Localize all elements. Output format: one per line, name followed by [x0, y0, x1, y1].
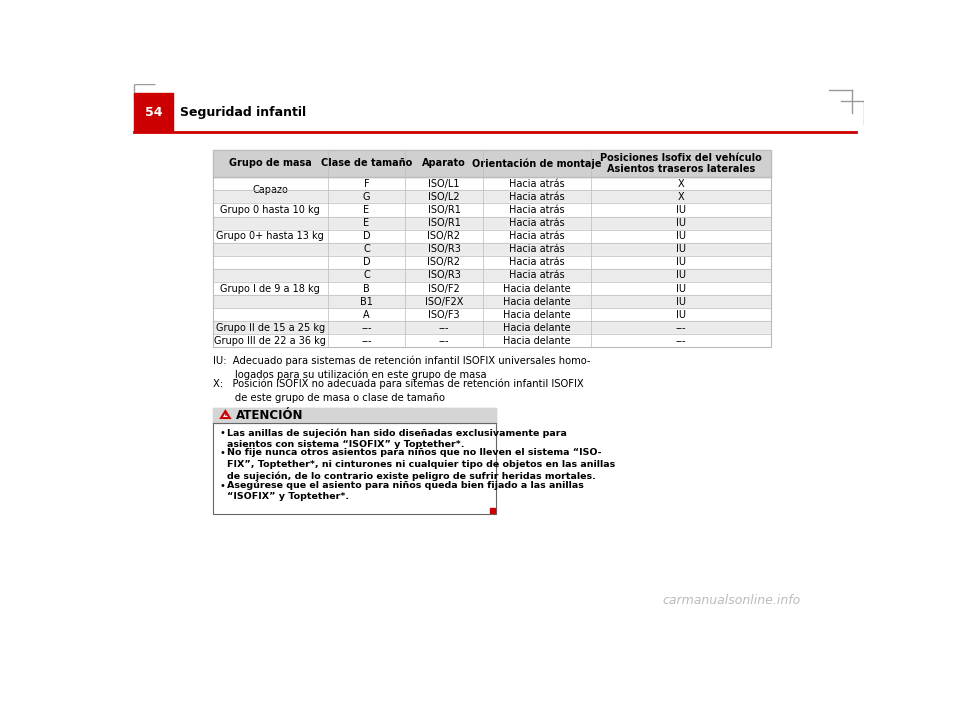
Text: Grupo I de 9 a 18 kg: Grupo I de 9 a 18 kg: [221, 284, 321, 294]
Text: E: E: [364, 205, 370, 215]
Bar: [213, 203, 771, 217]
Bar: [490, 508, 495, 513]
Text: Grupo II de 15 a 25 kg: Grupo II de 15 a 25 kg: [216, 323, 324, 333]
Text: D: D: [363, 257, 371, 267]
Bar: [213, 282, 771, 295]
Text: No fije nunca otros asientos para niños que no lleven el sistema “ISO-
FIX”, Top: No fije nunca otros asientos para niños …: [227, 449, 615, 481]
Text: Hacia atrás: Hacia atrás: [509, 205, 564, 215]
Text: Hacia atrás: Hacia atrás: [509, 179, 564, 189]
Text: Hacia atrás: Hacia atrás: [509, 231, 564, 241]
Text: IU: IU: [676, 284, 686, 294]
Text: Hacia atrás: Hacia atrás: [509, 257, 564, 267]
Text: IU: IU: [676, 257, 686, 267]
Text: B1: B1: [360, 297, 372, 306]
Text: X: X: [678, 179, 684, 189]
Text: Seguridad infantil: Seguridad infantil: [180, 106, 306, 119]
Text: Hacia delante: Hacia delante: [503, 336, 571, 346]
Text: carmanualsonline.info: carmanualsonline.info: [662, 594, 801, 607]
Text: IU: IU: [676, 231, 686, 241]
Text: ISO/R1: ISO/R1: [427, 205, 461, 215]
Bar: [213, 217, 771, 230]
Text: •: •: [219, 449, 225, 458]
Bar: [213, 230, 771, 243]
Text: ---: ---: [439, 336, 449, 346]
Text: X: X: [678, 192, 684, 202]
Text: ISO/R3: ISO/R3: [427, 244, 461, 254]
Text: B: B: [363, 284, 370, 294]
Text: Grupo de masa: Grupo de masa: [229, 158, 312, 168]
Bar: [213, 149, 771, 177]
Text: ---: ---: [361, 336, 372, 346]
Text: IU: IU: [676, 205, 686, 215]
Text: Grupo III de 22 a 36 kg: Grupo III de 22 a 36 kg: [214, 336, 326, 346]
Text: C: C: [363, 271, 370, 280]
Text: Las anillas de sujeción han sido diseñadas exclusivamente para
asientos con sist: Las anillas de sujeción han sido diseñad…: [227, 428, 566, 449]
Text: IU: IU: [676, 271, 686, 280]
Text: 54: 54: [145, 106, 162, 119]
Bar: [213, 407, 496, 423]
Text: Hacia delante: Hacia delante: [503, 284, 571, 294]
Bar: [213, 295, 771, 308]
Text: Clase de tamaño: Clase de tamaño: [321, 158, 412, 168]
Text: ---: ---: [676, 323, 686, 333]
Text: Hacia atrás: Hacia atrás: [509, 271, 564, 280]
Text: ATENCIÓN: ATENCIÓN: [236, 409, 303, 422]
Text: IU: IU: [676, 244, 686, 254]
Text: Aparato: Aparato: [422, 158, 466, 168]
Text: ISO/R3: ISO/R3: [427, 271, 461, 280]
Bar: [134, 93, 173, 132]
Bar: [213, 149, 771, 348]
Text: ISO/F3: ISO/F3: [428, 310, 460, 320]
Text: •: •: [219, 428, 225, 438]
Text: •: •: [219, 481, 225, 491]
Bar: [213, 407, 496, 514]
Text: X:   Posición ISOFIX no adecuada para sitemas de retención infantil ISOFIX
     : X: Posición ISOFIX no adecuada para site…: [213, 379, 584, 403]
Text: IU: IU: [676, 297, 686, 306]
Text: Hacia atrás: Hacia atrás: [509, 192, 564, 202]
Bar: [213, 321, 771, 334]
Text: Hacia delante: Hacia delante: [503, 310, 571, 320]
Text: ISO/R2: ISO/R2: [427, 231, 461, 241]
Text: C: C: [363, 244, 370, 254]
Text: ISO/L1: ISO/L1: [428, 179, 460, 189]
Text: ISO/R1: ISO/R1: [427, 218, 461, 228]
Text: Hacia atrás: Hacia atrás: [509, 218, 564, 228]
Bar: [213, 256, 771, 269]
Text: Capazo: Capazo: [252, 185, 288, 196]
Text: ISO/F2X: ISO/F2X: [424, 297, 463, 306]
Text: ---: ---: [361, 323, 372, 333]
Text: A: A: [363, 310, 370, 320]
Text: Hacia delante: Hacia delante: [503, 297, 571, 306]
Text: !: !: [224, 412, 228, 421]
Bar: [213, 269, 771, 282]
Text: IU: IU: [676, 310, 686, 320]
Text: IU:  Adecuado para sistemas de retención infantil ISOFIX universales homo-
     : IU: Adecuado para sistemas de retención …: [213, 355, 590, 381]
Bar: [213, 243, 771, 256]
Text: Grupo 0 hasta 10 kg: Grupo 0 hasta 10 kg: [221, 205, 321, 215]
Text: Hacia delante: Hacia delante: [503, 323, 571, 333]
Text: E: E: [364, 218, 370, 228]
Text: ISO/F2: ISO/F2: [428, 284, 460, 294]
Text: F: F: [364, 179, 370, 189]
Text: Grupo 0+ hasta 13 kg: Grupo 0+ hasta 13 kg: [216, 231, 324, 241]
Text: Posiciones Isofix del vehículo
Asientos traseros laterales: Posiciones Isofix del vehículo Asientos …: [600, 153, 762, 175]
Text: ISO/L2: ISO/L2: [428, 192, 460, 202]
Bar: [213, 191, 771, 203]
Text: IU: IU: [676, 218, 686, 228]
Text: ---: ---: [439, 323, 449, 333]
Text: Hacia atrás: Hacia atrás: [509, 244, 564, 254]
Text: Orientación de montaje: Orientación de montaje: [472, 158, 602, 169]
Text: ISO/R2: ISO/R2: [427, 257, 461, 267]
Text: Asegúrese que el asiento para niños queda bien fijado a las anillas
“ISOFIX” y T: Asegúrese que el asiento para niños qued…: [227, 481, 584, 501]
Text: D: D: [363, 231, 371, 241]
Bar: [213, 334, 771, 348]
Bar: [213, 177, 771, 191]
Text: G: G: [363, 192, 371, 202]
Text: ---: ---: [676, 336, 686, 346]
Bar: [213, 308, 771, 321]
Polygon shape: [221, 411, 229, 418]
